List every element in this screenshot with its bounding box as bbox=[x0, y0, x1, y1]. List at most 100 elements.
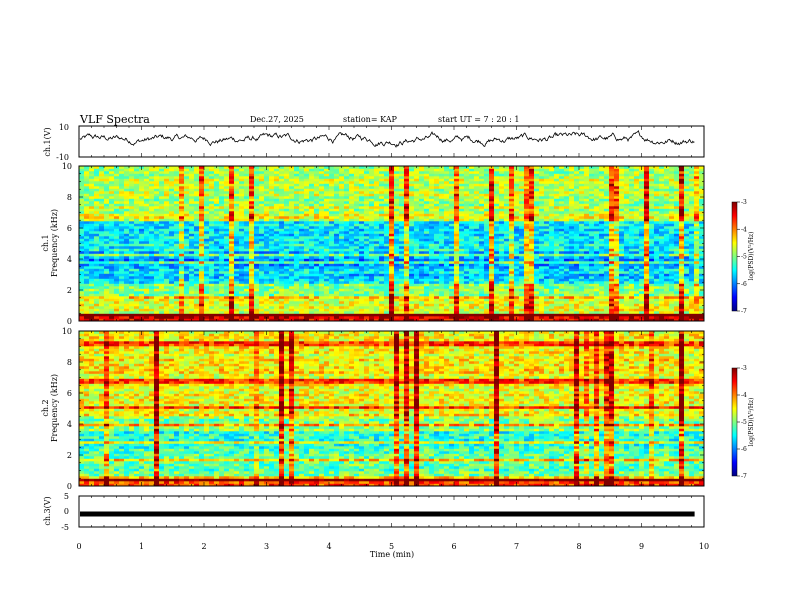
ch1-spectrogram-cell bbox=[324, 218, 330, 222]
ch1-spectrogram-cell bbox=[199, 236, 205, 239]
ch1-spectrogram-cell bbox=[334, 311, 340, 314]
ch1-spectrogram-cell bbox=[214, 211, 220, 214]
ch1-spectrogram-cell bbox=[379, 208, 385, 212]
ch1-spectrogram-cell bbox=[434, 311, 440, 314]
ch1-spectrogram-cell bbox=[159, 248, 165, 252]
ch1-spectrogram-cell bbox=[159, 223, 165, 227]
ch1-spectrogram-cell bbox=[434, 306, 440, 309]
ch1-spectrogram-cell bbox=[119, 176, 125, 179]
ch1-spectrogram-cell bbox=[319, 221, 325, 224]
ch1-spectrogram-cell bbox=[129, 211, 135, 214]
ch1-spectrogram-cell bbox=[244, 261, 250, 264]
ch1-spectrogram-cell bbox=[379, 171, 385, 174]
ch1-spectrogram-cell bbox=[344, 231, 350, 234]
ch1-spectrogram-cell bbox=[464, 283, 470, 287]
ch1-spectrogram-cell bbox=[129, 273, 135, 277]
ch1-spectrogram-cell bbox=[279, 238, 285, 242]
ch1-spectrogram-cell bbox=[319, 226, 325, 229]
ch1-spectrogram-cell bbox=[374, 236, 380, 239]
ch1-spectrogram-cell bbox=[284, 236, 290, 239]
ch1-spectrogram-cell bbox=[169, 233, 175, 237]
ch1-spectrogram-cell bbox=[259, 246, 265, 249]
ch1-spectrogram-cell bbox=[349, 276, 355, 279]
ch1-spectrogram-cell bbox=[299, 291, 305, 294]
ch1-spectrogram-cell bbox=[449, 223, 455, 227]
ch1-spectrogram-cell bbox=[449, 286, 455, 289]
ch1-spectrogram-cell bbox=[269, 308, 275, 312]
ch1-spectrogram-cell bbox=[104, 296, 110, 299]
ch1-spectrogram-cell bbox=[444, 258, 450, 262]
ch1-spectrogram-cell bbox=[334, 278, 340, 282]
ch1-spectrogram-cell bbox=[99, 268, 105, 272]
ch1-spectrogram-cell bbox=[454, 283, 460, 287]
ch1-spectrogram-cell bbox=[309, 231, 315, 234]
ch1-spectrogram-cell bbox=[454, 303, 460, 307]
ch1-spectrogram-cell bbox=[224, 278, 230, 282]
ch1-spectrogram-cell bbox=[404, 278, 410, 282]
ch1-spectrogram-cell bbox=[339, 293, 345, 297]
ch1-spectrogram-cell bbox=[159, 228, 165, 232]
ch1-spectrogram-cell bbox=[394, 216, 400, 219]
ch1-spectrogram-cell bbox=[164, 193, 170, 197]
ch1-spectrogram-cell bbox=[314, 293, 320, 297]
ch1-spectrogram-cell bbox=[329, 226, 335, 229]
ch1-spectrogram-cell bbox=[124, 306, 130, 309]
ch1-spectrogram-cell bbox=[219, 281, 225, 284]
ch1-spectrogram-cell bbox=[234, 188, 240, 192]
ch1-spectrogram-cell bbox=[249, 298, 255, 302]
ch1-spectrogram-cell bbox=[199, 258, 205, 262]
ch1-spectrogram-cell bbox=[214, 203, 220, 207]
ch1-spectrogram-cell bbox=[464, 178, 470, 182]
ch1-spectrogram-cell bbox=[139, 231, 145, 234]
ch1-spectrogram-cell bbox=[444, 313, 450, 317]
ch1-spectrogram-cell bbox=[79, 178, 85, 182]
ch1-spectrogram-cell bbox=[134, 206, 140, 209]
ch1-spectrogram-cell bbox=[119, 243, 125, 247]
ch1-spectrogram-cell bbox=[459, 233, 465, 237]
ch1-spectrogram-cell bbox=[134, 311, 140, 314]
ch1-spectrogram-cell bbox=[169, 313, 175, 317]
ch1-spectrogram-cell bbox=[89, 256, 95, 259]
ch1-spectrogram-cell bbox=[299, 288, 305, 292]
ch1-spectrogram-cell bbox=[284, 203, 290, 207]
ch1-spectrogram-cell bbox=[234, 193, 240, 197]
ch1-spectrogram-cell bbox=[444, 246, 450, 249]
ch1-spectrogram-cell bbox=[434, 286, 440, 289]
ch1-spectrogram-cell bbox=[94, 166, 100, 169]
ch1-spectrogram-cell bbox=[174, 283, 180, 287]
ch1-spectrogram-cell bbox=[399, 233, 405, 237]
ch1-spectrogram-cell bbox=[94, 261, 100, 264]
ch1-spectrogram-cell bbox=[369, 183, 375, 187]
ch1-spectrogram-cell bbox=[449, 298, 455, 302]
ch1-spectrogram-cell bbox=[444, 206, 450, 209]
ch1-spectrogram-cell bbox=[109, 241, 115, 244]
ch1-spectrogram-cell bbox=[404, 288, 410, 292]
ch1-spectrogram-cell bbox=[194, 243, 200, 247]
ch1-spectrogram-cell bbox=[264, 298, 270, 302]
ch1-spectrogram-cell bbox=[329, 261, 335, 264]
ch1-spectrogram-cell bbox=[144, 308, 150, 312]
ch1-spectrogram-cell bbox=[269, 196, 275, 199]
ch1-spectrogram-cell bbox=[459, 178, 465, 182]
ch1-spectrogram-cell bbox=[304, 208, 310, 212]
ch1-spectrogram-cell bbox=[374, 238, 380, 242]
ch1-spectrogram-cell bbox=[119, 191, 125, 194]
ch1-spectrogram-cell bbox=[269, 233, 275, 237]
ch1-spectrogram-cell bbox=[119, 183, 125, 187]
ch1-spectrogram-cell bbox=[289, 278, 295, 282]
ch1-spectrogram-cell bbox=[319, 191, 325, 194]
ch1-spectrogram-cell bbox=[194, 238, 200, 242]
ch1-spectrogram-cell bbox=[339, 196, 345, 199]
ch1-spectrogram-cell bbox=[384, 253, 390, 257]
ch1-spectrogram-cell bbox=[434, 168, 440, 172]
ch1-spectrogram-cell bbox=[404, 243, 410, 247]
ch1-spectrogram-cell bbox=[104, 268, 110, 272]
ch1-spectrogram-cell bbox=[139, 223, 145, 227]
ch1-spectrogram-cell bbox=[134, 306, 140, 309]
ch1-spectrogram-cell bbox=[249, 201, 255, 204]
ch1-spectrogram-cell bbox=[194, 313, 200, 317]
ch1-spectrogram-cell bbox=[389, 241, 395, 244]
ch1-spectrogram-cell bbox=[334, 236, 340, 239]
ch1-spectrogram-cell bbox=[144, 261, 150, 264]
ch1-spectrogram-cell bbox=[449, 313, 455, 317]
